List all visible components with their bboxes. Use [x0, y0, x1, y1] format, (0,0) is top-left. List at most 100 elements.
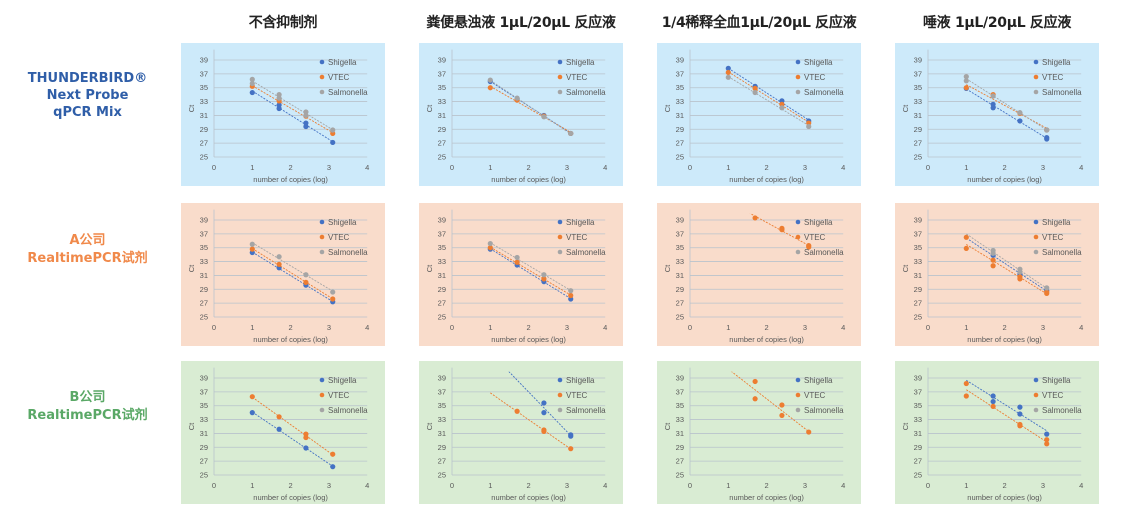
x-axis-title: number of copies (log): [253, 175, 328, 184]
y-tick-label: 33: [676, 97, 684, 106]
trendline-salmonella: [966, 78, 1047, 131]
trendline-vtec: [252, 85, 333, 134]
y-tick-label: 31: [914, 429, 922, 438]
scatter-chart: 25 27 29 31 33 35 37 39 0 1 2 3 4 number of copies (l…: [663, 367, 845, 502]
y-tick-label: 39: [200, 56, 208, 65]
row-label: RealtimePCR试剂: [27, 408, 148, 423]
x-tick-label: 4: [1079, 481, 1083, 490]
chart-panel: 25 27 29 31 33 35 37 39 0 1 2 3 4 number of copies (l…: [657, 361, 861, 504]
y-tick-label: 25: [914, 313, 922, 322]
trendline-salmonella: [252, 80, 333, 131]
legend-label: VTEC: [1042, 391, 1064, 400]
legend-marker: [795, 74, 801, 80]
y-tick-label: 29: [914, 285, 922, 294]
legend-label: VTEC: [566, 233, 588, 242]
y-tick-label: 25: [200, 153, 208, 162]
y-tick-label: 27: [914, 139, 922, 148]
data-point-vtec: [806, 429, 812, 435]
x-tick-label: 1: [488, 481, 492, 490]
x-axis-title: number of copies (log): [729, 335, 804, 344]
y-axis-title: Ct: [663, 264, 672, 272]
data-point-vtec: [330, 296, 336, 302]
x-axis-title: number of copies (log): [491, 493, 566, 502]
y-tick-label: 35: [200, 401, 208, 410]
data-point-shigella: [541, 410, 547, 416]
x-tick-label: 0: [688, 323, 692, 332]
y-axis-title: Ct: [425, 104, 434, 112]
trendline-shigella: [966, 237, 1047, 292]
trendline-salmonella: [490, 79, 571, 135]
data-point-shigella: [541, 400, 547, 406]
y-tick-label: 33: [438, 257, 446, 266]
x-tick-label: 3: [1041, 481, 1045, 490]
legend-label: Shigella: [1042, 218, 1071, 227]
x-tick-label: 3: [803, 163, 807, 172]
y-tick-label: 35: [914, 83, 922, 92]
y-tick-label: 35: [438, 243, 446, 252]
y-tick-label: 27: [914, 457, 922, 466]
scatter-chart: 25 27 29 31 33 35 37 39 0 1 2 3 4 number of copies (l…: [663, 49, 845, 184]
data-point-shigella: [249, 89, 255, 96]
legend-label: Shigella: [566, 218, 595, 227]
y-tick-label: 29: [438, 125, 446, 134]
y-tick-label: 25: [438, 471, 446, 480]
legend-marker: [319, 392, 325, 398]
data-point-salmonella: [514, 254, 520, 261]
y-tick-label: 25: [914, 471, 922, 480]
x-tick-label: 0: [926, 163, 930, 172]
x-tick-label: 3: [1041, 163, 1045, 172]
trendline-shigella: [490, 248, 571, 300]
y-tick-label: 27: [676, 299, 684, 308]
data-point-salmonella: [963, 74, 969, 80]
legend-label: VTEC: [804, 73, 826, 82]
legend-label: VTEC: [1042, 233, 1064, 242]
x-tick-label: 1: [488, 163, 492, 172]
data-point-shigella: [1017, 411, 1023, 417]
x-axis-title: number of copies (log): [253, 335, 328, 344]
x-tick-label: 3: [803, 481, 807, 490]
x-tick-label: 0: [450, 163, 454, 172]
y-tick-label: 39: [438, 216, 446, 225]
legend-marker: [557, 74, 563, 80]
legend-label: Salmonella: [566, 88, 606, 97]
data-point-vtec: [1017, 276, 1023, 282]
y-tick-label: 39: [914, 374, 922, 383]
data-point-shigella: [1044, 136, 1050, 142]
legend-label: Salmonella: [804, 406, 844, 415]
legend-marker: [319, 219, 325, 225]
y-tick-label: 31: [200, 429, 208, 438]
x-tick-label: 2: [527, 323, 531, 332]
data-point-vtec: [963, 85, 969, 91]
data-point-salmonella: [1044, 127, 1050, 133]
x-tick-label: 1: [964, 323, 968, 332]
trendline-shigella: [252, 411, 333, 467]
trendline-vtec: [749, 213, 809, 246]
y-tick-label: 29: [914, 443, 922, 452]
legend-label: VTEC: [804, 391, 826, 400]
chart-panel: 25 27 29 31 33 35 37 39 0 1 2 3 4 number of copies (l…: [895, 43, 1099, 186]
y-tick-label: 27: [200, 299, 208, 308]
row-label: RealtimePCR试剂: [27, 251, 148, 266]
x-tick-label: 4: [365, 163, 369, 172]
trendline-salmonella: [252, 242, 333, 292]
y-tick-label: 35: [200, 83, 208, 92]
data-point-vtec: [249, 246, 255, 252]
x-axis-title: number of copies (log): [967, 493, 1042, 502]
y-tick-label: 27: [438, 457, 446, 466]
x-tick-label: 3: [565, 481, 569, 490]
x-tick-label: 1: [726, 323, 730, 332]
y-tick-label: 35: [676, 401, 684, 410]
y-tick-label: 35: [438, 401, 446, 410]
data-point-shigella: [330, 464, 336, 470]
data-point-salmonella: [330, 289, 336, 295]
scatter-chart: 25 27 29 31 33 35 37 39 0 1 2 3 4 number of copies (l…: [901, 367, 1083, 502]
scatter-chart: 25 27 29 31 33 35 37 39 0 1 2 3 4 number of copies (l…: [187, 209, 369, 344]
x-axis-title: number of copies (log): [491, 335, 566, 344]
y-tick-label: 25: [438, 153, 446, 162]
data-point-vtec: [303, 434, 309, 441]
data-point-salmonella: [779, 105, 785, 111]
y-tick-label: 37: [200, 69, 208, 78]
column-header: 粪便悬浊液 1μL/20μL 反应液: [426, 15, 616, 31]
legend-label: Shigella: [328, 58, 357, 67]
data-point-vtec: [963, 393, 969, 399]
